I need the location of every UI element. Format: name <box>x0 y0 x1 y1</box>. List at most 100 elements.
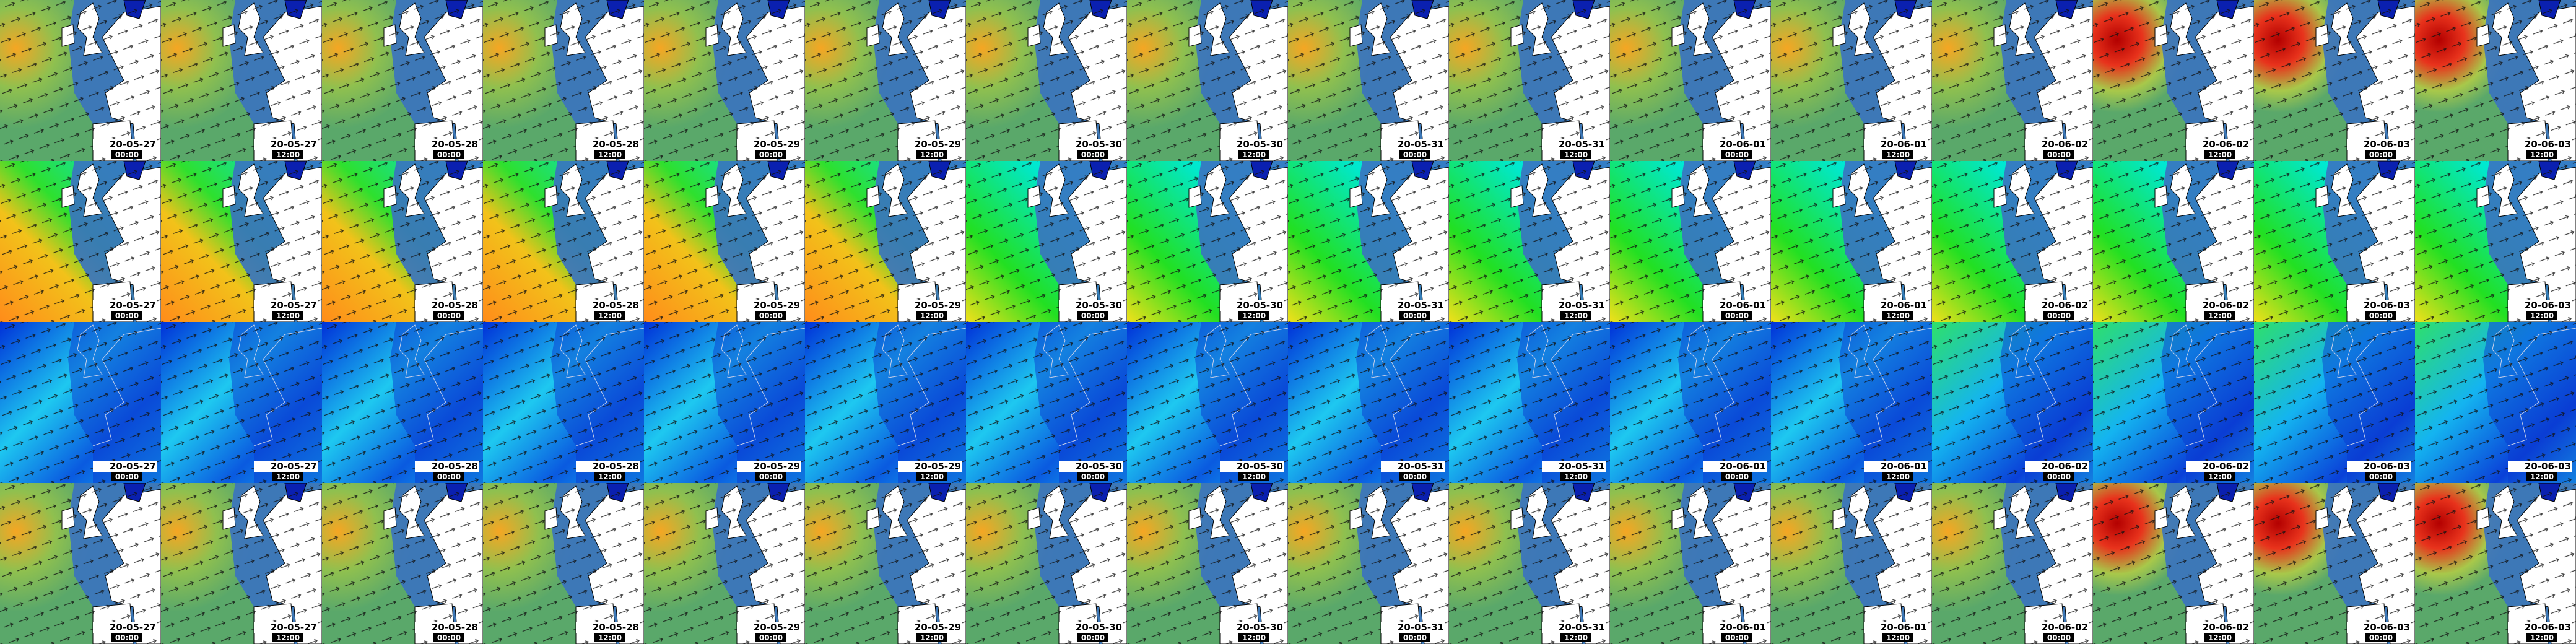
date-label: 20-05-29 <box>915 461 961 472</box>
label-box <box>1059 300 1123 311</box>
wind-arrows <box>805 0 966 161</box>
label-box <box>254 461 318 472</box>
date-label: 20-05-30 <box>1076 300 1122 311</box>
time-box <box>1238 633 1269 642</box>
date-label: 20-06-02 <box>2203 139 2249 150</box>
wind-arrows <box>2415 0 2576 161</box>
time-label: 12:00 <box>920 472 944 481</box>
date-label: 20-05-29 <box>754 622 800 633</box>
time-box <box>1882 311 1913 320</box>
time-label: 00:00 <box>1081 150 1105 159</box>
time-box <box>1399 633 1430 642</box>
date-label: 20-05-30 <box>1237 461 1283 472</box>
time-box <box>1560 311 1591 320</box>
label-box <box>1059 461 1123 472</box>
time-box <box>1721 311 1752 320</box>
time-label: 00:00 <box>437 311 461 320</box>
time-label: 00:00 <box>115 472 139 481</box>
label-box <box>898 622 962 633</box>
label-box <box>2508 461 2572 472</box>
time-label: 12:00 <box>1564 311 1588 320</box>
label-box <box>2508 300 2572 311</box>
date-label: 20-06-03 <box>2364 139 2410 150</box>
time-label: 12:00 <box>276 472 300 481</box>
date-label: 20-05-31 <box>1398 300 1444 311</box>
time-box <box>1238 472 1269 481</box>
label-box <box>737 461 801 472</box>
time-box <box>755 472 786 481</box>
time-box <box>433 311 464 320</box>
label-box <box>2025 461 2089 472</box>
date-label: 20-06-02 <box>2042 461 2088 472</box>
time-label: 00:00 <box>437 633 461 642</box>
date-label: 20-05-27 <box>271 300 317 311</box>
time-box <box>916 472 947 481</box>
time-label: 00:00 <box>759 311 783 320</box>
time-box <box>1882 472 1913 481</box>
time-box <box>2204 150 2235 159</box>
wind-arrows <box>805 483 966 644</box>
wind-arrows <box>966 0 1127 161</box>
time-box <box>2043 150 2074 159</box>
label-box <box>1381 461 1445 472</box>
label-box <box>1542 461 1606 472</box>
wind-arrows <box>644 0 805 161</box>
time-box <box>916 150 947 159</box>
time-label: 00:00 <box>1403 472 1427 481</box>
time-box <box>2526 150 2557 159</box>
date-label: 20-05-31 <box>1559 300 1605 311</box>
label-box <box>2508 622 2572 633</box>
date-label: 20-06-01 <box>1881 622 1927 633</box>
time-label: 12:00 <box>276 150 300 159</box>
time-label: 12:00 <box>920 633 944 642</box>
wind-arrows <box>644 483 805 644</box>
time-label: 00:00 <box>1081 633 1105 642</box>
time-box <box>2365 311 2396 320</box>
date-label: 20-05-29 <box>915 139 961 150</box>
wind-arrows <box>1449 322 1610 483</box>
time-box <box>916 311 947 320</box>
date-label: 20-05-30 <box>1237 622 1283 633</box>
wind-arrows <box>1127 0 1288 161</box>
date-label: 20-06-03 <box>2525 300 2571 311</box>
time-box <box>2526 472 2557 481</box>
date-label: 20-06-01 <box>1720 461 1766 472</box>
date-label: 20-06-01 <box>1881 300 1927 311</box>
wind-arrows <box>483 0 644 161</box>
time-label: 12:00 <box>2208 311 2232 320</box>
time-label: 00:00 <box>437 150 461 159</box>
wind-arrows <box>1449 0 1610 161</box>
time-box <box>1721 472 1752 481</box>
time-label: 12:00 <box>920 311 944 320</box>
label-box <box>1864 622 1928 633</box>
label-box <box>737 139 801 150</box>
time-label: 00:00 <box>759 633 783 642</box>
time-box <box>433 633 464 642</box>
label-box <box>898 139 962 150</box>
time-box <box>1399 311 1430 320</box>
date-label: 20-05-31 <box>1398 622 1444 633</box>
date-label: 20-06-01 <box>1881 461 1927 472</box>
wind-arrows <box>1771 161 1932 322</box>
